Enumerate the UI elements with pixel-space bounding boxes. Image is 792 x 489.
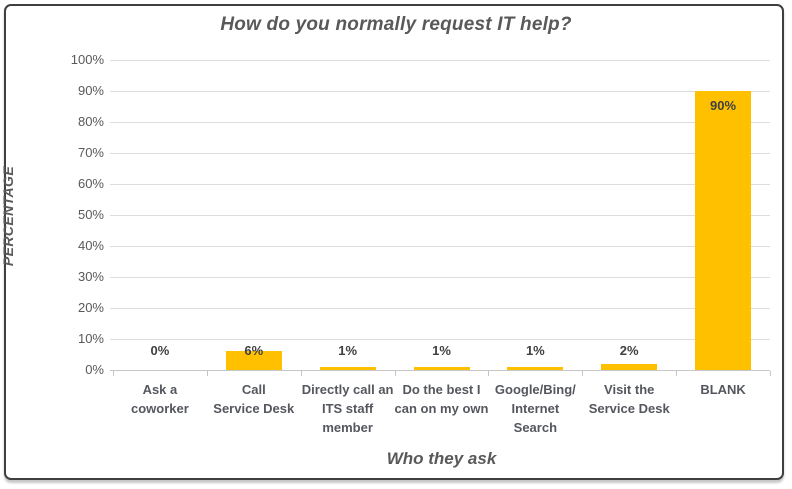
gridline	[110, 215, 770, 216]
x-category-label: Ask a coworker	[131, 382, 189, 416]
x-axis-title: Who they ask	[386, 449, 497, 468]
bar	[601, 363, 658, 370]
y-tick-label: 40%	[77, 238, 104, 253]
x-axis-tick	[301, 371, 302, 376]
x-axis-tick	[113, 371, 114, 376]
bar	[319, 366, 376, 370]
y-tick-label: 10%	[77, 331, 104, 346]
bar	[695, 91, 752, 370]
x-axis-tick	[207, 371, 208, 376]
y-tick-label: 20%	[77, 300, 104, 315]
x-category-label: BLANK	[700, 382, 746, 397]
gridline	[110, 153, 770, 154]
bar	[413, 366, 470, 370]
bar-value-label: 1%	[525, 343, 545, 358]
x-category-label: Google/Bing/ Internet Search	[494, 382, 576, 435]
y-axis-title: PERCENTAGE	[0, 165, 16, 267]
x-category-label: Call Service Desk	[213, 382, 295, 416]
bar-value-label: 0%	[150, 343, 170, 358]
y-tick-label: 30%	[77, 269, 104, 284]
y-tick-label: 70%	[77, 145, 104, 160]
x-axis-tick	[676, 371, 677, 376]
x-category-label: Visit the Service Desk	[588, 382, 670, 416]
bar-value-label: 90%	[710, 98, 737, 113]
x-axis-tick	[395, 371, 396, 376]
bar-value-label: 6%	[244, 343, 264, 358]
y-tick-label: 60%	[77, 176, 104, 191]
gridline	[110, 122, 770, 123]
x-category-label: Do the best I can on my own	[394, 382, 489, 416]
x-axis-tick	[770, 371, 771, 376]
x-axis-tick	[488, 371, 489, 376]
bar	[507, 366, 564, 370]
bar-value-label: 1%	[432, 343, 451, 358]
bar	[225, 351, 282, 370]
x-category-label: Directly call an ITS staff member	[301, 382, 394, 435]
y-tick-label: 100%	[70, 52, 104, 67]
y-tick-label: 90%	[77, 83, 104, 98]
gridline	[110, 91, 770, 92]
gridline	[110, 60, 770, 61]
gridline	[110, 308, 770, 309]
gridline	[110, 184, 770, 185]
gridline	[110, 246, 770, 247]
y-tick-label: 0%	[85, 362, 104, 377]
y-tick-label: 50%	[77, 207, 104, 222]
x-axis-tick	[582, 371, 583, 376]
bar-value-label: 1%	[338, 343, 358, 358]
gridline	[110, 277, 770, 278]
chart-frame	[4, 4, 784, 480]
y-tick-label: 80%	[77, 114, 104, 129]
chart-title: How do you normally request IT help?	[220, 14, 572, 35]
bar-value-label: 2%	[619, 343, 639, 358]
x-axis-line	[110, 370, 770, 371]
gridline	[110, 339, 770, 340]
